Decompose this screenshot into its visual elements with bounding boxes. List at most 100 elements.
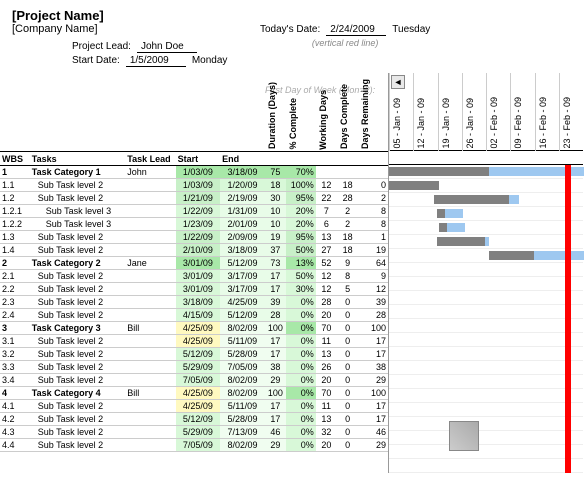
cell-lead: John [125,165,175,178]
cell-start[interactable]: 1/22/09 [176,230,221,243]
cell-pct[interactable]: 0% [286,347,316,360]
cell-pct[interactable]: 13% [286,256,316,269]
cell-pct[interactable]: 50% [286,269,316,282]
gantt-header: ◄ 05 - Jan - 0912 - Jan - 0919 - Jan - 0… [389,73,583,151]
cell-pct[interactable]: 50% [286,243,316,256]
table-row[interactable]: 2.4Sub Task level 24/15/095/12/09280%200… [0,308,388,321]
col-tasks: Tasks [30,151,126,165]
cell-task: Sub Task level 2 [30,373,126,386]
table-row[interactable]: 4.4Sub Task level 27/05/098/02/09290%200… [0,438,388,451]
cell-pct[interactable]: 100% [286,178,316,191]
cell-task: Sub Task level 2 [30,308,126,321]
today-value[interactable]: 2/24/2009 [326,24,386,36]
lead-value[interactable]: John Doe [137,41,197,53]
gantt-row [389,305,583,319]
cell-dr: 17 [358,412,388,425]
cell-lead [125,425,175,438]
cell-pct[interactable]: 0% [286,425,316,438]
cell-start[interactable]: 1/23/09 [176,217,221,230]
cell-wd: 13 [316,347,337,360]
cell-pct[interactable]: 95% [286,191,316,204]
cell-pct[interactable]: 0% [286,373,316,386]
table-row[interactable]: 2.2Sub Task level 23/01/093/17/091730%12… [0,282,388,295]
cell-pct[interactable]: 0% [286,438,316,451]
cell-task: Sub Task level 2 [30,347,126,360]
gantt-row [389,347,583,361]
cell-pct[interactable]: 0% [286,399,316,412]
cell-wd: 27 [316,243,337,256]
cell-pct[interactable]: 30% [286,282,316,295]
cell-pct[interactable]: 0% [286,295,316,308]
cell-pct[interactable]: 0% [286,360,316,373]
cell-pct[interactable]: 0% [286,412,316,425]
cell-task: Sub Task level 2 [30,243,126,256]
cell-start[interactable]: 1/03/09 [176,178,221,191]
cell-start[interactable]: 4/25/09 [176,334,221,347]
col-end: End [220,151,265,165]
cell-start[interactable]: 2/10/09 [176,243,221,256]
table-row[interactable]: 2Task Category 2Jane3/01/095/12/097313%5… [0,256,388,269]
cell-start[interactable]: 7/05/09 [176,373,221,386]
cell-start[interactable]: 4/25/09 [176,399,221,412]
cell-end: 8/02/09 [220,438,265,451]
cell-start[interactable]: 3/01/09 [176,256,221,269]
cell-pct[interactable]: 20% [286,204,316,217]
cell-dur: 100 [265,386,286,399]
cell-start[interactable]: 4/25/09 [176,321,221,334]
cell-start[interactable]: 5/12/09 [176,347,221,360]
cell-start[interactable]: 3/01/09 [176,269,221,282]
task-table-panel: Duration (Days) % Complete Working Days … [0,73,388,473]
cell-pct[interactable]: 0% [286,308,316,321]
startdate-value[interactable]: 1/5/2009 [126,55,186,67]
cell-dur: 10 [265,204,286,217]
table-row[interactable]: 3.2Sub Task level 25/12/095/28/09170%130… [0,347,388,360]
cell-end: 5/12/09 [220,256,265,269]
table-row[interactable]: 1.2.1Sub Task level 31/22/091/31/091020%… [0,204,388,217]
table-row[interactable]: 4.1Sub Task level 24/25/095/11/09170%110… [0,399,388,412]
cell-start[interactable]: 1/21/09 [176,191,221,204]
table-row[interactable]: 1Task Category 1John1/03/093/18/097570% [0,165,388,178]
table-row[interactable]: 2.1Sub Task level 23/01/093/17/091750%12… [0,269,388,282]
cell-end: 8/02/09 [220,373,265,386]
cell-start[interactable]: 3/01/09 [176,282,221,295]
gantt-bar [389,167,489,176]
cell-pct[interactable]: 70% [286,165,316,178]
cell-pct[interactable]: 0% [286,321,316,334]
table-row[interactable]: 3Task Category 3Bill4/25/098/02/091000%7… [0,321,388,334]
cell-wd: 52 [316,256,337,269]
cell-start[interactable]: 3/18/09 [176,295,221,308]
table-row[interactable]: 4.3Sub Task level 25/29/097/13/09460%320… [0,425,388,438]
cell-start[interactable]: 5/12/09 [176,412,221,425]
table-row[interactable]: 4.2Sub Task level 25/12/095/28/09170%130… [0,412,388,425]
table-row[interactable]: 1.4Sub Task level 22/10/093/18/093750%27… [0,243,388,256]
cell-start[interactable]: 5/29/09 [176,425,221,438]
table-row[interactable]: 1.2.2Sub Task level 31/23/092/01/091020%… [0,217,388,230]
table-row[interactable]: 1.1Sub Task level 21/03/091/20/0918100%1… [0,178,388,191]
col-days-complete: Days Complete [339,82,349,149]
cell-start[interactable]: 1/22/09 [176,204,221,217]
table-row[interactable]: 1.3Sub Task level 21/22/092/09/091995%13… [0,230,388,243]
cell-dc: 0 [337,412,358,425]
cell-pct[interactable]: 95% [286,230,316,243]
cell-pct[interactable]: 20% [286,217,316,230]
cell-pct[interactable]: 0% [286,386,316,399]
cell-start[interactable]: 1/03/09 [176,165,221,178]
cell-wd: 26 [316,360,337,373]
cell-pct[interactable]: 0% [286,334,316,347]
cell-lead [125,347,175,360]
cell-start[interactable]: 4/25/09 [176,386,221,399]
table-row[interactable]: 4Task Category 4Bill4/25/098/02/091000%7… [0,386,388,399]
cell-lead [125,178,175,191]
table-row[interactable]: 3.3Sub Task level 25/29/097/05/09380%260… [0,360,388,373]
cell-start[interactable]: 4/15/09 [176,308,221,321]
cell-dur: 17 [265,334,286,347]
table-row[interactable]: 1.2Sub Task level 21/21/092/19/093095%22… [0,191,388,204]
cell-dr: 1 [358,230,388,243]
table-row[interactable]: 3.4Sub Task level 27/05/098/02/09290%200… [0,373,388,386]
cell-wbs: 3.4 [0,373,30,386]
table-row[interactable]: 3.1Sub Task level 24/25/095/11/09170%110… [0,334,388,347]
cell-wbs: 1.4 [0,243,30,256]
cell-start[interactable]: 7/05/09 [176,438,221,451]
table-row[interactable]: 2.3Sub Task level 23/18/094/25/09390%280… [0,295,388,308]
cell-start[interactable]: 5/29/09 [176,360,221,373]
